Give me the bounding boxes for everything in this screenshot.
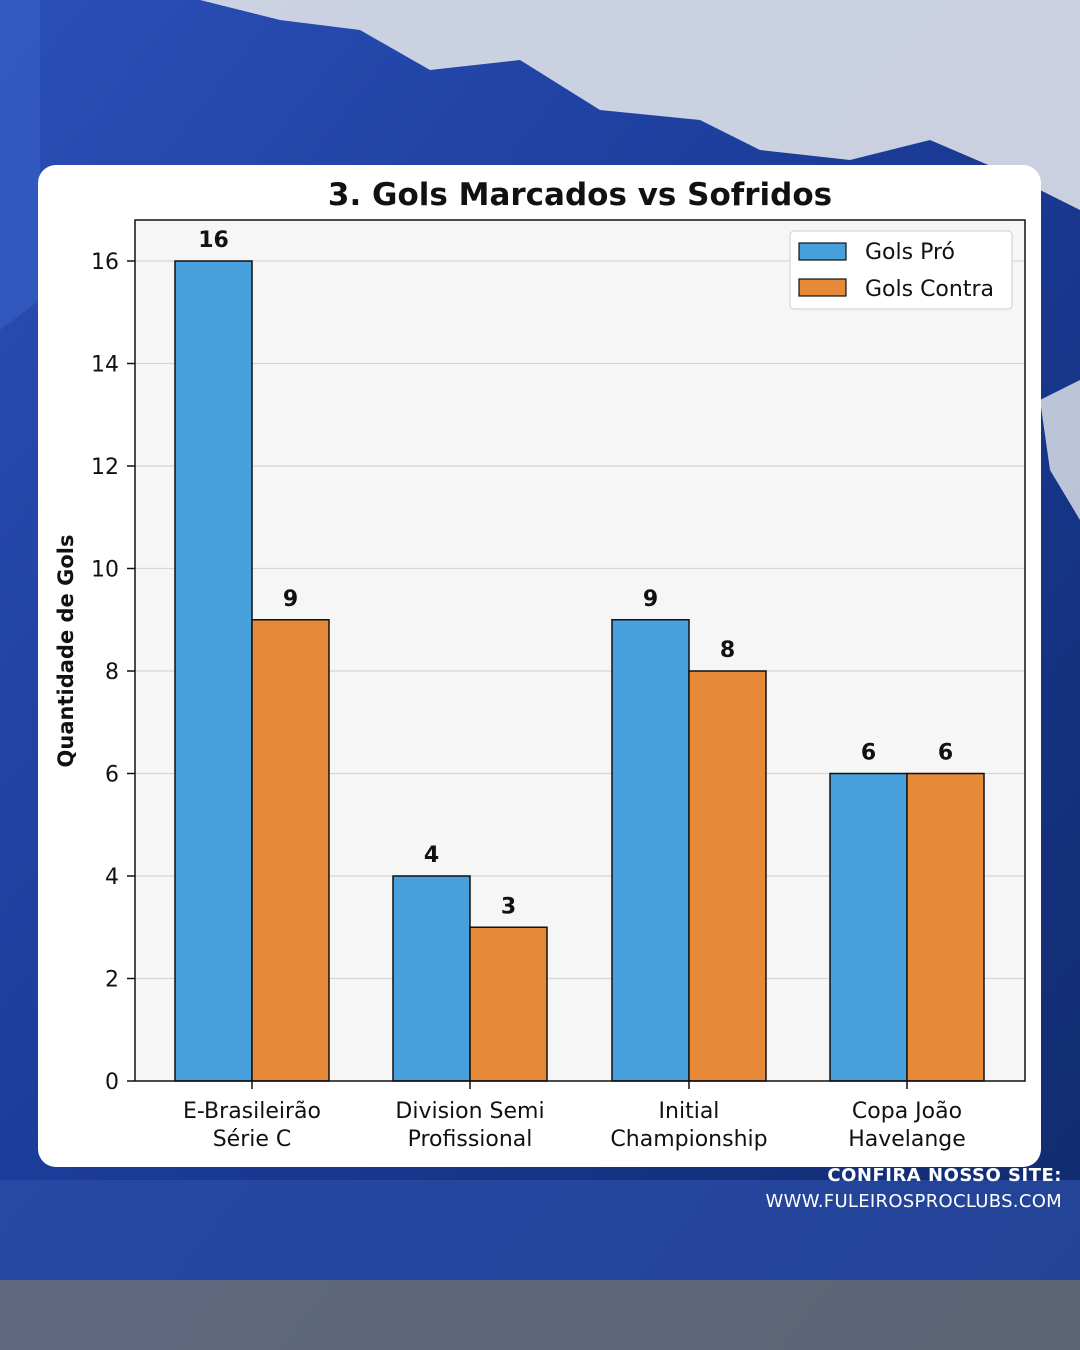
data-label: 9 [643,587,658,612]
bar-gols-contra [906,772,985,1082]
legend-swatch-pro [798,242,847,261]
x-axis: E-Brasileirão Série C Division Semi Profiss… [183,1081,966,1152]
bar-gols-pro [174,260,253,1082]
y-tick-label: 0 [105,1070,119,1095]
plot-frame [134,219,1026,1082]
data-label: 3 [501,894,516,919]
bar-gols-contra [251,619,330,1082]
x-tick-label: Havelange [848,1127,966,1152]
data-label: 8 [720,638,735,663]
chart-title: 3. Gols Marcados vs Sofridos [328,177,832,213]
x-tick-label: Série C [213,1127,292,1152]
y-axis-title: Quantidade de Gols [54,535,78,768]
y-tick-label: 6 [105,763,119,788]
bar-gols-pro [392,875,471,1082]
y-tick-label: 8 [105,660,119,685]
data-label: 6 [861,741,876,766]
y-tick-label: 12 [91,455,119,480]
y-tick-label: 4 [105,865,119,890]
data-label: 4 [424,843,439,868]
bar-gols-contra [469,926,548,1082]
data-label: 9 [283,587,298,612]
legend-swatch-contra [798,278,847,297]
data-labels: 16 4 9 6 9 3 8 6 [198,228,953,919]
data-label: 16 [198,228,229,253]
y-tick-label: 10 [91,558,119,583]
promo-cta: CONFIRA NOSSO SITE: [827,1165,1062,1186]
x-tick-label: Copa João [852,1099,962,1124]
legend: Gols Pró Gols Contra [789,230,1013,310]
bar-gols-pro [829,772,908,1082]
legend-label-contra: Gols Contra [865,277,994,302]
x-tick-label: Profissional [408,1127,533,1152]
data-label: 6 [938,741,953,766]
bar-gols-pro [611,619,690,1082]
bars [174,260,985,1082]
site-url[interactable]: WWW.FULEIROSPROCLUBS.COM [765,1191,1062,1212]
x-tick-label: E-Brasileirão [183,1099,321,1124]
site-promo: CONFIRA NOSSO SITE: WWW.FULEIROSPROCLUBS… [766,1163,1062,1215]
x-tick-label: Initial [659,1099,720,1124]
x-tick-label: Division Semi [395,1099,544,1124]
bar-chart: 0 2 4 6 8 10 12 14 16 E-Brasileirão Série C Divisi… [54,177,1026,1152]
y-tick-label: 2 [105,968,119,993]
y-axis: 0 2 4 6 8 10 12 14 16 [91,250,135,1095]
bar-gols-contra [688,670,767,1082]
chart-card: 0 2 4 6 8 10 12 14 16 E-Brasileirão Série C Divisi… [38,165,1041,1167]
y-tick-label: 16 [91,250,119,275]
legend-label-pro: Gols Pró [865,240,955,265]
y-tick-label: 14 [91,353,119,378]
x-tick-label: Championship [610,1127,767,1152]
